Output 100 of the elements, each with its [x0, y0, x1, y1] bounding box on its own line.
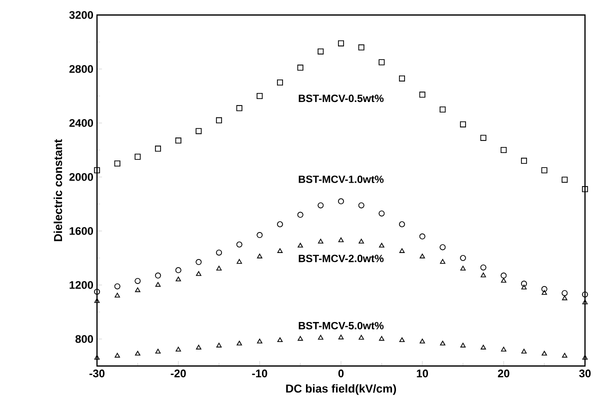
point	[216, 250, 222, 256]
point	[460, 266, 466, 270]
point	[520, 158, 527, 164]
point	[378, 59, 385, 66]
point	[440, 259, 446, 264]
point	[196, 259, 202, 266]
point	[257, 338, 262, 344]
point	[277, 248, 283, 253]
point	[521, 348, 527, 354]
point	[562, 176, 568, 183]
point	[297, 212, 304, 218]
point	[176, 276, 181, 282]
point	[216, 117, 222, 124]
point	[582, 300, 588, 304]
point	[440, 106, 446, 112]
point	[378, 210, 385, 216]
y-tick-label: 1600	[70, 227, 94, 235]
point	[114, 292, 120, 298]
y-tick-label: 1200	[70, 281, 94, 289]
point	[155, 272, 161, 279]
point	[196, 128, 202, 134]
point	[500, 272, 507, 279]
point	[297, 64, 304, 71]
point	[358, 44, 364, 50]
point	[338, 40, 344, 46]
y-tick-label: 2400	[69, 119, 94, 127]
point	[155, 146, 161, 152]
point	[398, 221, 405, 228]
point	[358, 334, 364, 340]
y-tick-label: 2000	[69, 173, 94, 181]
point	[114, 352, 120, 358]
point	[480, 344, 486, 350]
point	[236, 105, 242, 112]
point	[277, 221, 283, 228]
point	[521, 284, 527, 290]
point	[501, 278, 506, 283]
point	[460, 121, 466, 128]
point	[298, 336, 303, 341]
point	[196, 344, 202, 350]
point	[582, 186, 588, 192]
point	[541, 167, 548, 174]
point	[318, 238, 324, 244]
point	[298, 242, 303, 248]
x-axis-title: DC bias field(kV/cm)	[286, 384, 396, 395]
point	[562, 352, 568, 358]
point	[114, 160, 120, 167]
point	[277, 80, 283, 86]
point	[379, 336, 384, 341]
point	[420, 338, 425, 344]
point	[236, 340, 242, 346]
point	[256, 232, 263, 238]
point	[338, 198, 344, 204]
y-tick-label: 3200	[69, 11, 94, 19]
point	[338, 237, 344, 242]
y-axis-title: Dielectric constant	[54, 139, 62, 242]
series-label: BST-MCV-0.5wt%	[298, 94, 384, 102]
point	[480, 264, 486, 270]
point	[175, 138, 182, 144]
point	[399, 248, 405, 253]
point	[440, 340, 446, 346]
x-tick-label: -20	[170, 370, 186, 378]
point	[134, 154, 141, 160]
point	[542, 290, 547, 295]
point	[500, 147, 507, 153]
point	[155, 348, 161, 354]
x-tick-label: -10	[252, 370, 268, 378]
point	[460, 255, 466, 261]
point	[379, 242, 384, 248]
point	[460, 342, 466, 348]
point	[134, 278, 141, 284]
point	[440, 244, 446, 250]
point	[501, 346, 506, 352]
point	[94, 298, 100, 303]
point	[256, 93, 263, 99]
x-tick-label: 10	[416, 370, 428, 378]
point	[542, 350, 547, 356]
x-tick-label: 30	[579, 370, 591, 378]
point	[398, 75, 405, 82]
point	[318, 334, 324, 340]
point	[520, 280, 527, 287]
point	[94, 167, 100, 174]
point	[358, 238, 364, 244]
point	[420, 254, 425, 258]
point	[582, 291, 588, 298]
point	[257, 254, 262, 258]
point	[562, 296, 568, 300]
point	[114, 283, 120, 290]
point	[318, 48, 324, 54]
point	[176, 346, 181, 352]
point	[338, 334, 344, 340]
series-label: BST-MCV-2.0wt%	[298, 254, 384, 262]
point	[216, 342, 222, 348]
series-label: BST-MCV-5.0wt%	[298, 322, 384, 330]
y-tick-label: 800	[75, 335, 94, 343]
point	[358, 202, 364, 208]
point	[419, 233, 426, 240]
x-tick-label: 20	[498, 370, 510, 378]
point	[94, 288, 100, 295]
series-label: BST-MCV-1.0wt%	[298, 176, 384, 184]
point	[562, 290, 568, 296]
